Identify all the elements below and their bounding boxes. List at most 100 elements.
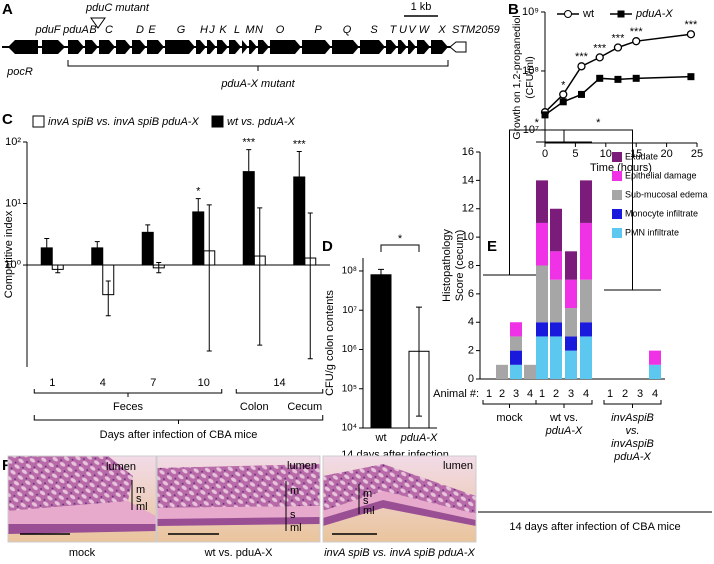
mucosa bbox=[323, 464, 476, 514]
significance: *** bbox=[630, 26, 644, 38]
error-bar bbox=[195, 198, 201, 224]
legend-swatch bbox=[612, 171, 622, 181]
gene-label: S bbox=[370, 24, 378, 36]
gene-arrow bbox=[207, 40, 216, 54]
x-tick-label: 4 bbox=[583, 388, 589, 400]
error-bar bbox=[94, 241, 100, 253]
x-tick-label: 3 bbox=[568, 388, 574, 400]
bracket bbox=[33, 415, 324, 424]
point bbox=[613, 43, 623, 52]
bar-segment bbox=[524, 364, 536, 379]
gene-label: G bbox=[177, 24, 186, 36]
group-label: vs. bbox=[625, 425, 639, 437]
gene-label: W bbox=[419, 24, 431, 36]
bar-segment bbox=[580, 279, 592, 323]
group-bracket bbox=[535, 400, 593, 408]
point bbox=[686, 30, 696, 39]
gene-arrow bbox=[302, 40, 331, 54]
gene-label: X bbox=[437, 24, 446, 36]
y-tick-label: 2 bbox=[468, 345, 474, 357]
gene-arrow-open bbox=[449, 41, 467, 53]
submucosa bbox=[323, 491, 476, 520]
caption: 14 days after infection of CBA mice bbox=[509, 521, 680, 533]
group-label: pduA-X bbox=[545, 425, 583, 437]
bar-segment bbox=[510, 336, 522, 351]
significance: *** bbox=[593, 42, 607, 54]
significance-line bbox=[509, 129, 633, 290]
gene-arrow bbox=[116, 40, 131, 54]
x-tick-label: 4 bbox=[652, 388, 658, 400]
x-tick-label: 1 bbox=[607, 388, 613, 400]
gene-label: P bbox=[314, 24, 322, 36]
panel-letter: A bbox=[2, 1, 13, 18]
y-tick-label: 6 bbox=[468, 288, 474, 300]
legend-swatch bbox=[32, 115, 45, 128]
error-bar bbox=[44, 237, 50, 257]
y-tick-label: 12 bbox=[462, 203, 474, 215]
panel-letter: F bbox=[2, 457, 11, 474]
point bbox=[632, 74, 640, 82]
layer-label: s bbox=[290, 509, 296, 521]
y-axis-label: Score (cecum) bbox=[454, 230, 466, 302]
layer-label: m bbox=[363, 488, 372, 500]
lumen-label: lumen bbox=[287, 460, 317, 472]
gene-arrow bbox=[217, 40, 228, 54]
group-bracket bbox=[482, 400, 537, 408]
significance-bracket bbox=[380, 244, 420, 252]
bar-segment bbox=[536, 322, 548, 337]
y-axis-label: (CFU/ml) bbox=[524, 56, 536, 99]
x-tick-label: 1 bbox=[539, 388, 545, 400]
gene-label: pduF bbox=[34, 24, 61, 36]
gene-arrow bbox=[332, 40, 359, 54]
image-border bbox=[7, 455, 157, 543]
point bbox=[687, 73, 695, 81]
legend-label: pduA-X bbox=[635, 8, 673, 20]
gene-arrow bbox=[99, 40, 115, 54]
y-tick-label: 14 bbox=[462, 174, 474, 186]
muscularis bbox=[323, 500, 476, 526]
legend-label: PMN infiltrate bbox=[625, 227, 679, 237]
gene-label: pocR bbox=[6, 66, 33, 78]
legend-swatch bbox=[612, 190, 622, 200]
error-bar bbox=[246, 149, 252, 200]
bar-segment bbox=[536, 222, 548, 266]
bar-segment bbox=[510, 322, 522, 337]
x-tick-label: 0 bbox=[542, 148, 548, 160]
gene-arrow bbox=[242, 40, 248, 54]
point bbox=[632, 37, 641, 46]
bar-segment bbox=[565, 350, 577, 379]
y-tick-label: 10⁶ bbox=[342, 344, 357, 355]
y-axis-label: Growth on 1,2-propanediol bbox=[511, 15, 523, 139]
x-tick-label: wt bbox=[375, 432, 387, 444]
y-tick-label: 10⁹ bbox=[522, 6, 539, 18]
bar-segment bbox=[565, 308, 577, 337]
bracket bbox=[33, 389, 324, 397]
bar-segment bbox=[536, 180, 548, 223]
bar-segment bbox=[550, 336, 562, 379]
significance: *** bbox=[242, 137, 256, 149]
gene-label: M bbox=[245, 24, 255, 36]
mutant-label: pduC mutant bbox=[85, 2, 150, 14]
x-tick-label: 7 bbox=[150, 377, 156, 389]
gene-label: J bbox=[208, 24, 215, 36]
significance: * bbox=[535, 117, 540, 129]
significance: *** bbox=[612, 32, 626, 44]
y-tick-label: 10⁸ bbox=[522, 65, 539, 77]
layer-label: ml bbox=[290, 522, 302, 534]
legend-swatch bbox=[612, 228, 622, 238]
bar-segment bbox=[550, 322, 562, 337]
y-tick-label: 10⁵ bbox=[342, 383, 357, 394]
error-bar bbox=[296, 151, 302, 205]
significance: * bbox=[398, 233, 403, 245]
gene-label: pduA bbox=[62, 24, 89, 36]
group-bracket bbox=[603, 400, 662, 408]
gene-arrow bbox=[196, 40, 206, 54]
x-tick-label: 3 bbox=[637, 388, 643, 400]
mutant-bracket bbox=[67, 60, 449, 71]
x-tick-label: 25 bbox=[691, 148, 703, 160]
x-tick-label: 1 bbox=[49, 377, 55, 389]
insertion-marker bbox=[90, 17, 106, 29]
gene-arrow bbox=[408, 40, 416, 54]
